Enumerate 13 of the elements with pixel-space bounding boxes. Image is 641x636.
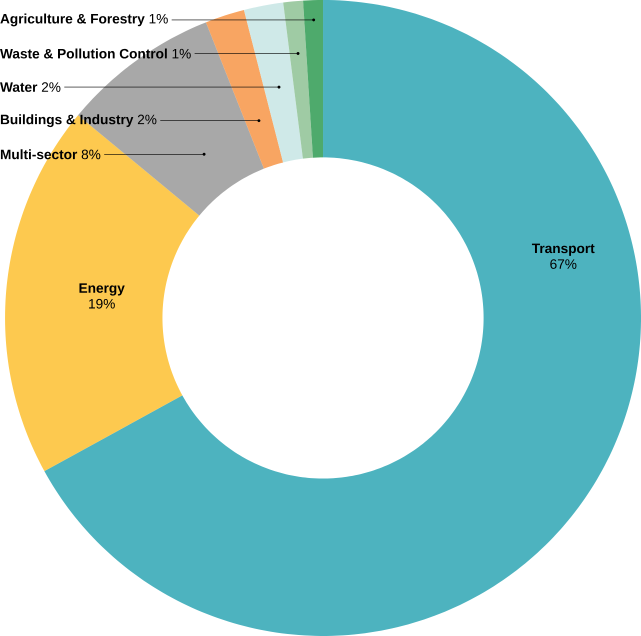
data-label: 1% (150, 14, 168, 24)
data-label: 1% (172, 48, 191, 58)
data-label: 8% (82, 150, 100, 160)
slice-label: Waste & Pollution Control (0, 48, 167, 59)
data-label: 67% (550, 259, 576, 269)
slice-label: Water (0, 82, 38, 92)
data-label: 2% (138, 114, 156, 124)
slice-label: Energy (79, 283, 125, 296)
data-label: 19% (89, 298, 115, 309)
data-label: 2% (42, 82, 60, 92)
slice-label: Agriculture & Forestry (0, 14, 145, 26)
slice-label: Buildings & Industry (0, 114, 134, 128)
slice-label: Transport (532, 244, 595, 256)
